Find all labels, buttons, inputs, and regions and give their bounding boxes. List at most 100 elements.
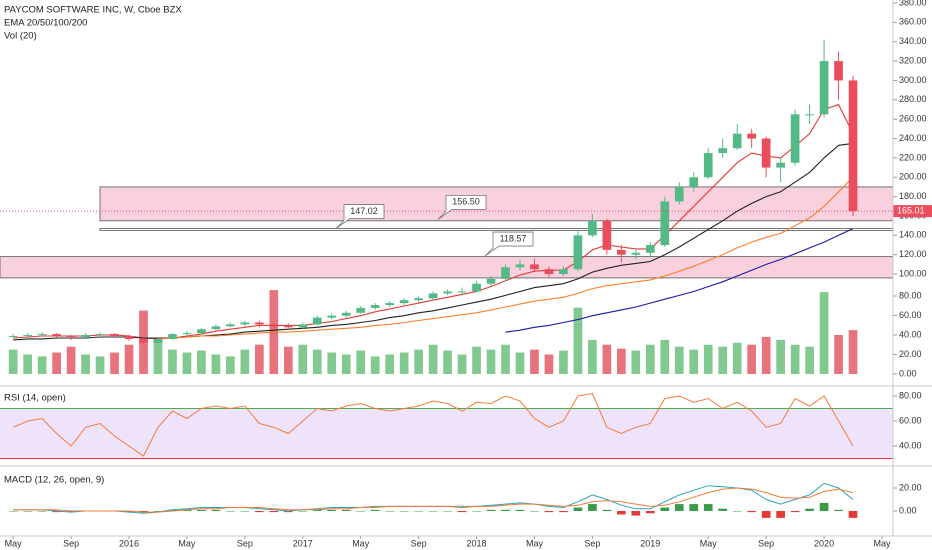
candle-body xyxy=(298,324,308,328)
candle-body xyxy=(761,138,771,168)
macd-hist xyxy=(428,510,438,512)
macd-hist xyxy=(312,509,322,511)
candle-body xyxy=(139,338,148,343)
y-tick-label: 340.00 xyxy=(899,36,927,46)
volume-bar xyxy=(776,339,785,374)
candle-body xyxy=(848,80,858,212)
candle-body xyxy=(269,324,279,326)
x-tick-label: 2018 xyxy=(467,538,487,548)
callout-label: 156.50 xyxy=(452,197,480,207)
candle-body xyxy=(790,114,800,163)
macd-hist xyxy=(370,509,380,511)
x-tick-label: May xyxy=(700,538,718,548)
candle-body xyxy=(414,298,423,301)
candle-body xyxy=(602,220,612,250)
candle-body xyxy=(81,335,90,337)
y-tick-label: 80.00 xyxy=(899,390,922,400)
candle-body xyxy=(674,186,684,202)
x-tick-label: May xyxy=(352,538,370,548)
candle-body xyxy=(52,334,61,337)
volume-bar xyxy=(428,344,438,374)
x-tick-label: Sep xyxy=(237,538,253,548)
macd-hist xyxy=(399,510,409,512)
volume-bar xyxy=(457,354,467,374)
y-tick-label: 180.00 xyxy=(899,191,927,201)
volume-bar xyxy=(168,349,177,374)
candle-body xyxy=(631,252,641,255)
macd-hist xyxy=(645,510,655,514)
macd-hist xyxy=(703,504,713,511)
macd-hist xyxy=(124,510,134,513)
volume-bar xyxy=(385,354,395,374)
volume-bar xyxy=(848,330,858,374)
macd-hist xyxy=(226,510,235,512)
volume-bar xyxy=(617,348,626,374)
macd-hist xyxy=(588,504,597,511)
candle-body xyxy=(703,153,713,178)
volume-bar xyxy=(486,349,496,374)
y-tick-label: 60.00 xyxy=(899,415,922,425)
macd-hist xyxy=(486,509,496,511)
candle-body xyxy=(37,334,47,336)
macd-hist xyxy=(23,510,33,512)
volume-bar xyxy=(240,349,250,374)
callout-label: 147.02 xyxy=(350,206,378,216)
volume-bar xyxy=(674,346,684,374)
macd-hist xyxy=(356,510,366,512)
y-tick-label: 80.00 xyxy=(899,290,922,300)
macd-hist xyxy=(631,510,641,516)
candle-body xyxy=(197,329,206,334)
volume-bar xyxy=(559,350,568,374)
signal-line xyxy=(13,487,854,513)
macd-hist xyxy=(732,510,742,512)
volume-bar xyxy=(602,344,612,374)
candle-body xyxy=(747,133,757,139)
volume-bar xyxy=(298,344,308,374)
macd-hist xyxy=(544,510,554,513)
macd-hist xyxy=(718,508,728,511)
chart-title: PAYCOM SOFTWARE INC, W, Cboe BZX xyxy=(4,5,182,16)
candle-body xyxy=(443,291,452,294)
macd-hist xyxy=(182,509,192,511)
y-tick-label: 60.00 xyxy=(899,310,922,320)
volume-bar xyxy=(472,346,481,374)
macd-hist xyxy=(168,509,177,511)
x-tick-label: 2020 xyxy=(814,538,834,548)
y-tick-label: 260.00 xyxy=(899,114,927,124)
macd-hist xyxy=(269,510,279,513)
volume-bar xyxy=(443,350,452,374)
y-tick-label: 360.00 xyxy=(899,17,927,27)
candle-body xyxy=(399,300,409,304)
volume-bar xyxy=(81,354,90,374)
macd-hist xyxy=(457,510,467,513)
last-price-label: 165.01 xyxy=(897,206,925,216)
macd-hist xyxy=(602,509,612,511)
candle-body xyxy=(515,264,525,268)
candle-body xyxy=(660,201,670,246)
macd-hist xyxy=(472,510,481,512)
ema-line xyxy=(157,176,854,340)
macd-hist xyxy=(501,509,510,511)
zone xyxy=(99,228,894,231)
x-tick-label: Sep xyxy=(63,538,79,548)
volume-bar xyxy=(805,346,814,374)
candle-body xyxy=(124,336,134,339)
volume-bar xyxy=(718,346,728,374)
macd-hist xyxy=(254,510,264,513)
volume-bar xyxy=(197,350,206,374)
macd-hist xyxy=(674,504,684,511)
candle-body xyxy=(153,338,163,343)
volume-bar xyxy=(37,356,47,374)
candle-body xyxy=(486,278,496,284)
macd-hist xyxy=(689,504,699,511)
macd-hist xyxy=(66,510,76,513)
x-tick-label: 2017 xyxy=(293,538,313,548)
volume-bar xyxy=(182,352,192,374)
candle-body xyxy=(732,133,742,149)
candle-body xyxy=(23,335,33,337)
macd-hist xyxy=(805,508,814,511)
volume-bar xyxy=(515,352,525,374)
ema-line xyxy=(13,103,854,340)
candle-body xyxy=(168,334,177,339)
volume-bar xyxy=(573,307,583,374)
